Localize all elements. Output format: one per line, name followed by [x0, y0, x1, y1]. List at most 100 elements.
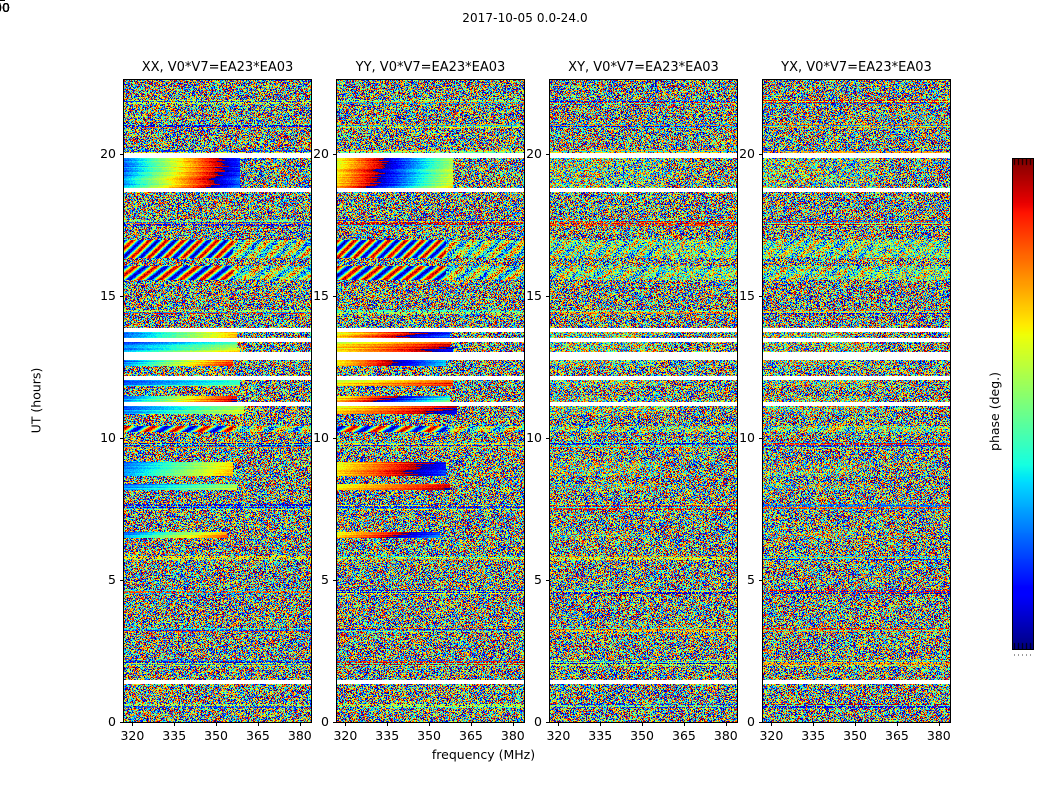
- figure-suptitle: 2017-10-05 0.0-24.0: [462, 11, 588, 25]
- x-tick-label: 350: [630, 728, 655, 743]
- y-tickmark: [120, 295, 124, 297]
- dynamic-spectrum-image-xx: [124, 80, 311, 722]
- colorbar-tickmark: [0, 0, 5, 1]
- x-tick-label: 350: [417, 728, 442, 743]
- x-tick-label: 365: [885, 728, 909, 743]
- y-tick-label: 5: [108, 571, 116, 587]
- y-tick-label: 20: [526, 145, 542, 161]
- y-tick-label: 5: [534, 571, 542, 587]
- x-tickmark: [558, 722, 560, 726]
- colorbar-label: phase (deg.): [986, 372, 1002, 451]
- x-tickmark: [683, 722, 685, 726]
- panel-title-yy: YY, V0*V7=EA23*EA03: [355, 60, 506, 75]
- y-tickmark: [546, 437, 550, 439]
- y-tickmark: [333, 579, 337, 581]
- colorbar-tick-label: 150: [0, 0, 10, 15]
- panel-title-yx: YX, V0*V7=EA23*EA03: [781, 60, 932, 75]
- panel-title-xy: XY, V0*V7=EA23*EA03: [568, 60, 719, 75]
- x-tick-label: 365: [459, 728, 483, 743]
- x-tickmark: [257, 722, 259, 726]
- x-tick-label: 320: [120, 728, 145, 743]
- x-tickmark: [600, 722, 602, 726]
- y-tick-label: 0: [321, 714, 329, 729]
- x-axis-label: frequency (MHz): [431, 747, 536, 762]
- x-tick-label: 380: [500, 728, 525, 743]
- y-tick-label: 20: [100, 145, 116, 161]
- x-tickmark: [216, 722, 218, 726]
- x-tick-label: 350: [204, 728, 229, 743]
- y-tickmark: [120, 722, 124, 723]
- y-tick-label: 10: [526, 429, 542, 445]
- y-tickmark: [333, 722, 337, 723]
- x-tickmark: [771, 722, 773, 726]
- colorbar-tick-label: 50: [0, 0, 10, 15]
- y-tickmark: [759, 437, 763, 439]
- x-tick-label: 320: [546, 728, 571, 743]
- colorbar-tick-label: 100: [0, 0, 10, 15]
- panel-title-xx: XX, V0*V7=EA23*EA03: [141, 60, 294, 75]
- x-tick-label: 320: [333, 728, 358, 743]
- y-tickmark: [546, 579, 550, 581]
- x-tickmark: [429, 722, 431, 726]
- x-tickmark: [642, 722, 644, 726]
- x-tickmark: [387, 722, 389, 726]
- spectrum-panel-yy[interactable]: YY, V0*V7=EA23*EA03 320 335 350 365 380 0 5 10 15…: [313, 60, 525, 743]
- x-tick-label: 380: [926, 728, 951, 743]
- y-tickmark: [333, 295, 337, 297]
- y-tick-label: 10: [100, 429, 116, 445]
- y-tick-label: 5: [747, 571, 755, 587]
- x-tick-label: 335: [588, 728, 613, 743]
- x-tick-label: 380: [287, 728, 312, 743]
- colorbar-tick-label: −150: [0, 0, 10, 15]
- x-tick-label: 350: [843, 728, 868, 743]
- y-tick-label: 10: [313, 429, 329, 445]
- colorbar[interactable]: [1012, 158, 1034, 650]
- colorbar-underflow-marker: [1012, 654, 1034, 658]
- y-tickmark: [546, 295, 550, 297]
- x-tick-label: 335: [801, 728, 826, 743]
- y-tick-label: 0: [534, 714, 542, 729]
- x-tickmark: [938, 722, 940, 726]
- spectrum-panel-yx[interactable]: YX, V0*V7=EA23*EA03 320 335 350 365 380 0 5 10 15…: [739, 60, 951, 743]
- x-tick-label: 320: [759, 728, 784, 743]
- dynamic-spectrum-image-yy: [337, 80, 524, 722]
- x-tickmark: [512, 722, 514, 726]
- y-tickmark: [120, 579, 124, 581]
- y-tickmark: [759, 722, 763, 723]
- spectrum-panel-xx[interactable]: XX, V0*V7=EA23*EA03 320 335 350 365 380 0 5 10 15…: [100, 60, 312, 743]
- colorbar-tick-label: 0: [2, 0, 10, 15]
- y-tickmark: [546, 722, 550, 723]
- x-tickmark: [813, 722, 815, 726]
- y-tick-label: 15: [526, 287, 542, 303]
- y-tick-label: 15: [313, 287, 329, 303]
- x-tick-label: 380: [713, 728, 738, 743]
- y-tickmark: [759, 295, 763, 297]
- y-tickmark: [546, 153, 550, 155]
- x-tick-label: 365: [672, 728, 696, 743]
- y-tick-label: 15: [739, 287, 755, 303]
- colorbar-tick-label: −50: [0, 0, 10, 15]
- y-tickmark: [333, 437, 337, 439]
- x-tickmark: [174, 722, 176, 726]
- x-tick-label: 365: [246, 728, 270, 743]
- y-tick-label: 0: [108, 714, 116, 729]
- y-tick-label: 20: [739, 145, 755, 161]
- x-tick-label: 335: [162, 728, 187, 743]
- x-tickmark: [132, 722, 134, 726]
- y-tick-label: 5: [321, 571, 329, 587]
- y-tickmark: [759, 579, 763, 581]
- y-tickmark: [120, 437, 124, 439]
- x-tick-label: 335: [375, 728, 400, 743]
- y-tickmark: [333, 153, 337, 155]
- y-axis-label: UT (hours): [28, 367, 44, 434]
- y-tick-label: 20: [313, 145, 329, 161]
- colorbar-gradient: [1012, 158, 1034, 650]
- spectrum-panel-xy[interactable]: XY, V0*V7=EA23*EA03 320 335 350 365 380 0 5 10 15…: [526, 60, 738, 743]
- x-tickmark: [470, 722, 472, 726]
- x-tickmark: [855, 722, 857, 726]
- x-tickmark: [299, 722, 301, 726]
- colorbar-tick-label: −100: [0, 0, 10, 15]
- y-tickmark: [759, 153, 763, 155]
- x-tickmark: [725, 722, 727, 726]
